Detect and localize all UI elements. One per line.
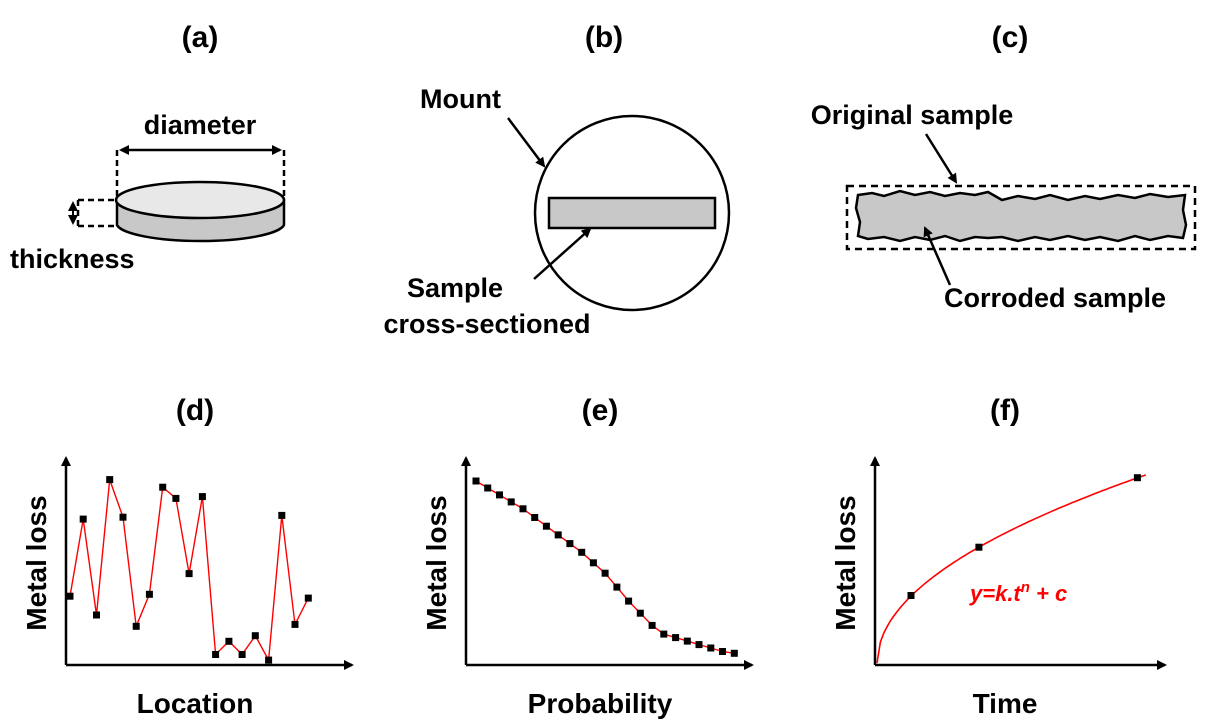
chart-d-point	[251, 632, 259, 640]
chart-d-point	[93, 611, 100, 619]
diameter-label: diameter	[144, 110, 257, 140]
chart-e-point	[542, 522, 550, 530]
chart-d-point	[278, 511, 286, 519]
chart-e-xlabel: Probability	[528, 688, 673, 719]
chart-e-series	[472, 477, 738, 657]
chart-f-formula: y=k.tn + c	[969, 579, 1067, 606]
chart-e-point	[730, 649, 738, 657]
chart-f-ylabel: Metal loss	[830, 495, 861, 630]
chart-e-point	[707, 644, 715, 652]
chart-f-point	[975, 543, 983, 551]
formula-exponent: n	[1021, 579, 1030, 596]
panel-c: (c) Original sample Corroded sample	[811, 21, 1197, 313]
chart-d-point	[291, 620, 299, 628]
panel-b: (b) Mount Sample cross-sectioned	[383, 21, 731, 339]
chart-e-point	[519, 505, 527, 513]
chart-f-point	[1133, 474, 1141, 482]
original-sample-label: Original sample	[811, 100, 1014, 130]
chart-e-point	[554, 531, 562, 539]
panel-c-label: (c)	[992, 21, 1029, 54]
chart-e-point	[531, 514, 539, 521]
chart-d-point	[198, 493, 206, 501]
corroded-sample	[854, 189, 1188, 243]
chart-e-point	[683, 637, 691, 645]
chart-f-series	[876, 474, 1147, 664]
chart-e-point	[625, 597, 633, 605]
chart-e-point	[472, 477, 480, 485]
chart-d-point	[159, 483, 167, 491]
sample-label-line1: Sample	[407, 273, 503, 303]
chart-d-point	[238, 651, 246, 658]
disc-top	[114, 180, 286, 220]
chart-e-point	[566, 540, 574, 548]
chart-e-point	[589, 559, 597, 567]
chart-e-point	[613, 583, 621, 591]
chart-d-point	[119, 513, 127, 521]
chart-d-point	[132, 622, 140, 630]
sample-cross-section	[547, 196, 717, 230]
formula-tail: + c	[1030, 581, 1067, 606]
chart-d-point	[172, 494, 180, 502]
chart-e: (e) Metal loss Probability	[421, 394, 754, 719]
chart-e-point	[507, 498, 515, 506]
chart-d-label: (d)	[176, 394, 214, 427]
chart-e-point	[578, 548, 586, 556]
chart-d-point	[106, 476, 114, 484]
chart-d-series	[66, 476, 312, 664]
thickness-label: thickness	[10, 244, 135, 274]
chart-e-point	[496, 491, 503, 499]
original-sample-arrow	[924, 133, 958, 184]
chart-e-point	[648, 621, 656, 629]
chart-d-point	[66, 592, 74, 600]
chart-d-point	[304, 594, 312, 602]
sample-label-line2: cross-sectioned	[383, 309, 590, 339]
chart-e-point	[672, 634, 680, 642]
sample-arrow	[533, 227, 592, 280]
original-sample-outline	[845, 184, 1197, 251]
chart-e-point	[636, 609, 644, 617]
panel-a-label: (a)	[182, 21, 219, 54]
chart-e-point	[484, 484, 492, 492]
chart-f-fit-curve	[876, 474, 1147, 664]
chart-e-series-line	[475, 480, 735, 654]
chart-d-ylabel: Metal loss	[21, 495, 52, 630]
chart-e-ylabel: Metal loss	[421, 495, 452, 630]
chart-d: (d) Metal loss Location	[21, 394, 354, 719]
panel-b-label: (b)	[585, 21, 623, 54]
chart-e-point	[660, 630, 668, 638]
chart-f-point	[907, 592, 915, 599]
mount-arrow	[507, 117, 546, 168]
chart-d-xlabel: Location	[137, 688, 254, 719]
chart-f-xlabel: Time	[973, 688, 1038, 719]
formula-main: y=k.t	[969, 581, 1022, 606]
mount-label: Mount	[420, 84, 501, 114]
chart-d-point	[212, 651, 220, 658]
chart-e-point	[601, 569, 609, 577]
chart-e-point	[719, 648, 726, 655]
chart-f: (f) y=k.tn + c Metal loss Time	[830, 394, 1167, 719]
chart-d-point	[185, 570, 193, 578]
corroded-sample-arrow	[923, 226, 952, 286]
chart-d-point	[79, 515, 87, 523]
chart-d-series-line	[69, 479, 309, 663]
chart-f-label: (f)	[990, 394, 1020, 427]
chart-d-point	[225, 637, 233, 645]
panel-a: (a) diameter thickness	[10, 21, 286, 274]
chart-e-label: (e)	[582, 394, 619, 427]
chart-d-point	[145, 590, 153, 598]
corroded-sample-label: Corroded sample	[944, 283, 1166, 313]
chart-d-point	[265, 656, 273, 664]
chart-e-point	[695, 641, 703, 649]
